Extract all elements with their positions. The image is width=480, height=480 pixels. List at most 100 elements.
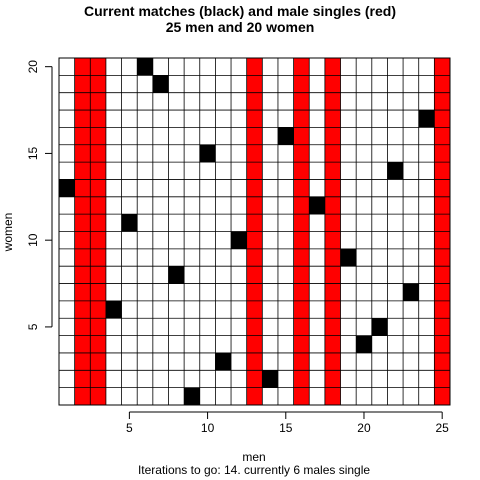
empty-cell [152, 162, 169, 180]
empty-cell [199, 75, 216, 93]
empty-cell [418, 231, 435, 249]
match-cell [121, 214, 138, 232]
empty-cell [121, 300, 138, 319]
empty-cell [403, 58, 419, 76]
empty-cell [137, 352, 153, 371]
empty-cell [59, 127, 75, 145]
empty-cell [387, 179, 404, 197]
empty-cell [152, 92, 169, 111]
single-man-cell [74, 110, 91, 128]
empty-cell [340, 75, 357, 93]
empty-cell [340, 92, 357, 111]
empty-cell [340, 58, 357, 76]
empty-cell [59, 352, 75, 371]
empty-cell [387, 370, 404, 388]
empty-cell [215, 283, 232, 301]
empty-cell [403, 318, 419, 336]
empty-cell [403, 92, 419, 111]
empty-cell [418, 318, 435, 336]
single-man-cell [90, 75, 106, 93]
empty-cell [356, 283, 372, 301]
empty-cell [137, 300, 153, 319]
empty-cell [340, 335, 357, 353]
empty-cell [387, 144, 404, 163]
empty-cell [387, 387, 404, 405]
single-man-cell [434, 352, 450, 371]
empty-cell [105, 387, 122, 405]
empty-cell [168, 231, 185, 249]
empty-cell [168, 75, 185, 93]
empty-cell [387, 214, 404, 232]
empty-cell [231, 58, 247, 76]
match-cell [309, 196, 325, 215]
empty-cell [105, 283, 122, 301]
empty-cell [121, 387, 138, 405]
empty-cell [215, 58, 232, 76]
empty-cell [199, 318, 216, 336]
empty-cell [262, 179, 278, 197]
empty-cell [152, 248, 169, 267]
empty-cell [184, 127, 200, 145]
single-man-cell [90, 300, 106, 319]
single-man-cell [246, 335, 263, 353]
match-cell [262, 370, 278, 388]
empty-cell [340, 370, 357, 388]
empty-cell [418, 179, 435, 197]
match-cell [231, 231, 247, 249]
single-man-cell [293, 214, 310, 232]
single-man-cell [74, 335, 91, 353]
empty-cell [418, 335, 435, 353]
single-man-cell [293, 231, 310, 249]
single-man-cell [434, 318, 450, 336]
empty-cell [137, 75, 153, 93]
empty-cell [137, 214, 153, 232]
single-man-cell [324, 231, 341, 249]
empty-cell [371, 75, 388, 93]
x-axis: 5 10 15 20 25 [126, 411, 449, 435]
empty-cell [309, 248, 325, 267]
empty-cell [152, 370, 169, 388]
empty-cell [371, 370, 388, 388]
empty-cell [403, 335, 419, 353]
empty-cell [340, 283, 357, 301]
empty-cell [121, 179, 138, 197]
y-axis: 5 10 15 20 [26, 60, 53, 330]
empty-cell [277, 58, 294, 76]
empty-cell [340, 214, 357, 232]
single-man-cell [90, 92, 106, 111]
single-man-cell [434, 127, 450, 145]
empty-cell [59, 231, 75, 249]
empty-cell [59, 248, 75, 267]
empty-cell [418, 300, 435, 319]
empty-cell [403, 144, 419, 163]
empty-cell [184, 144, 200, 163]
empty-cell [371, 144, 388, 163]
empty-cell [262, 248, 278, 267]
empty-cell [215, 266, 232, 284]
empty-cell [121, 92, 138, 111]
single-man-cell [293, 352, 310, 371]
empty-cell [340, 387, 357, 405]
empty-cell [59, 300, 75, 319]
empty-cell [231, 144, 247, 163]
single-man-cell [74, 266, 91, 284]
empty-cell [231, 318, 247, 336]
empty-cell [418, 196, 435, 215]
empty-cell [309, 335, 325, 353]
empty-cell [262, 300, 278, 319]
empty-cell [105, 214, 122, 232]
empty-cell [59, 283, 75, 301]
empty-cell [387, 231, 404, 249]
empty-cell [184, 248, 200, 267]
empty-cell [121, 231, 138, 249]
empty-cell [340, 318, 357, 336]
empty-cell [277, 300, 294, 319]
single-man-cell [434, 266, 450, 284]
single-man-cell [74, 127, 91, 145]
single-man-cell [324, 352, 341, 371]
empty-cell [277, 162, 294, 180]
empty-cell [215, 370, 232, 388]
single-man-cell [324, 318, 341, 336]
empty-cell [262, 162, 278, 180]
